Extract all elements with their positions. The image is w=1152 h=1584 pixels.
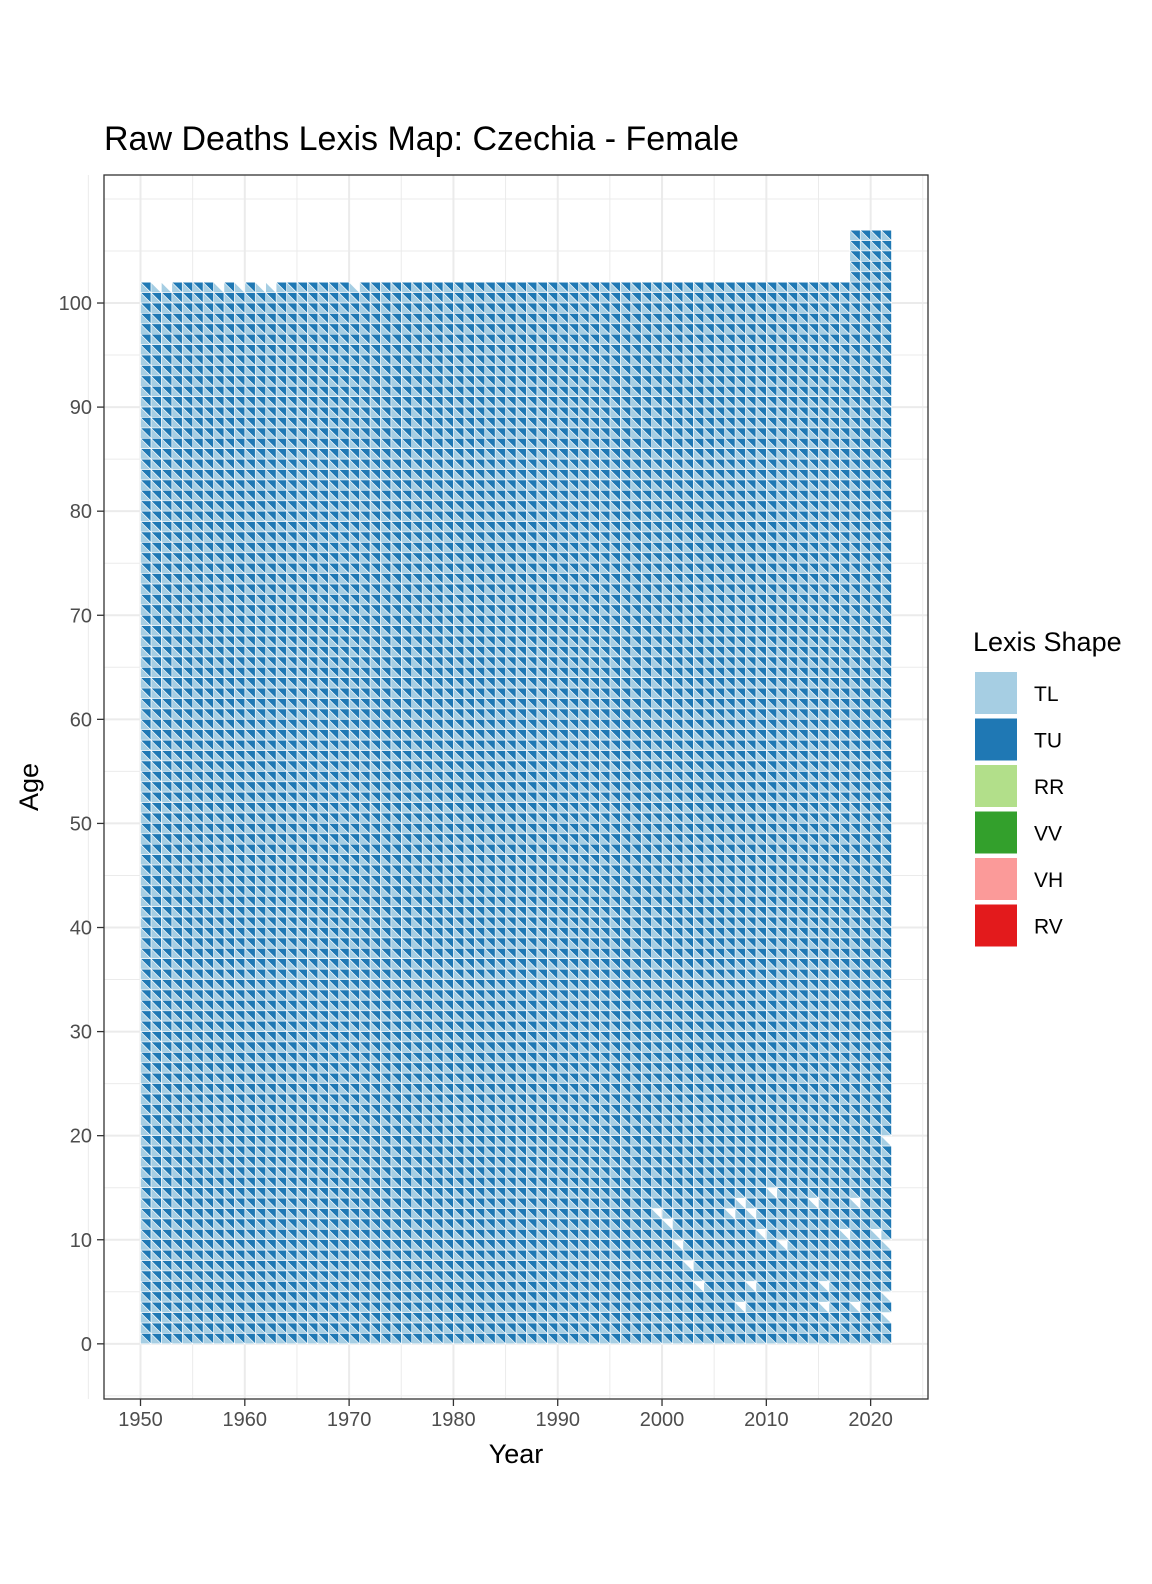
x-tick-label: 1960	[223, 1409, 268, 1431]
legend-title: Lexis Shape	[973, 627, 1122, 657]
x-tick-label: 1970	[327, 1409, 372, 1431]
y-tick-label: 100	[59, 293, 92, 315]
y-tick-label: 50	[70, 813, 92, 835]
legend: Lexis Shape TL TU RR VV VH RV	[973, 627, 1122, 947]
legend-key-tl	[975, 672, 1017, 714]
legend-label-rv: RV	[1034, 916, 1063, 939]
legend-key-tu	[975, 718, 1017, 761]
x-tick-label: 2010	[744, 1409, 789, 1431]
y-tick-label: 10	[70, 1230, 92, 1252]
y-tick-label: 90	[70, 397, 92, 419]
legend-label-vv: VV	[1034, 823, 1062, 846]
legend-key-rv	[975, 904, 1017, 947]
y-axis: 0 10 20 30 40 50 60 70 80 90 100	[59, 293, 104, 1356]
y-tick-label: 70	[70, 605, 92, 627]
legend-key-rr	[975, 765, 1017, 807]
x-tick-label: 1990	[535, 1409, 580, 1431]
x-axis-title: Year	[489, 1439, 544, 1469]
legend-label-rr: RR	[1034, 776, 1064, 799]
legend-label-tl: TL	[1034, 683, 1059, 706]
y-tick-label: 80	[70, 501, 92, 523]
y-tick-label: 60	[70, 709, 92, 731]
y-tick-label: 30	[70, 1022, 92, 1044]
x-tick-label: 2000	[640, 1409, 685, 1431]
tu-triangles	[139, 229, 892, 1345]
chart-title: Raw Deaths Lexis Map: Czechia - Female	[104, 120, 739, 158]
x-axis: 1950 1960 1970 1980 1990 2000 2010 2020	[118, 1399, 893, 1431]
panel-border	[103, 174, 929, 1400]
lexis-cells	[139, 229, 893, 1345]
legend-label-vh: VH	[1034, 869, 1063, 892]
y-tick-label: 20	[70, 1126, 92, 1148]
legend-key-vv	[975, 811, 1017, 854]
y-tick-label: 40	[70, 918, 92, 940]
y-axis-title: Age	[14, 763, 44, 811]
legend-label-tu: TU	[1034, 730, 1062, 753]
legend-key-vh	[975, 858, 1017, 900]
x-tick-label: 2020	[848, 1409, 893, 1431]
x-tick-label: 1950	[118, 1409, 163, 1431]
x-tick-label: 1980	[431, 1409, 476, 1431]
y-tick-label: 0	[81, 1334, 92, 1356]
